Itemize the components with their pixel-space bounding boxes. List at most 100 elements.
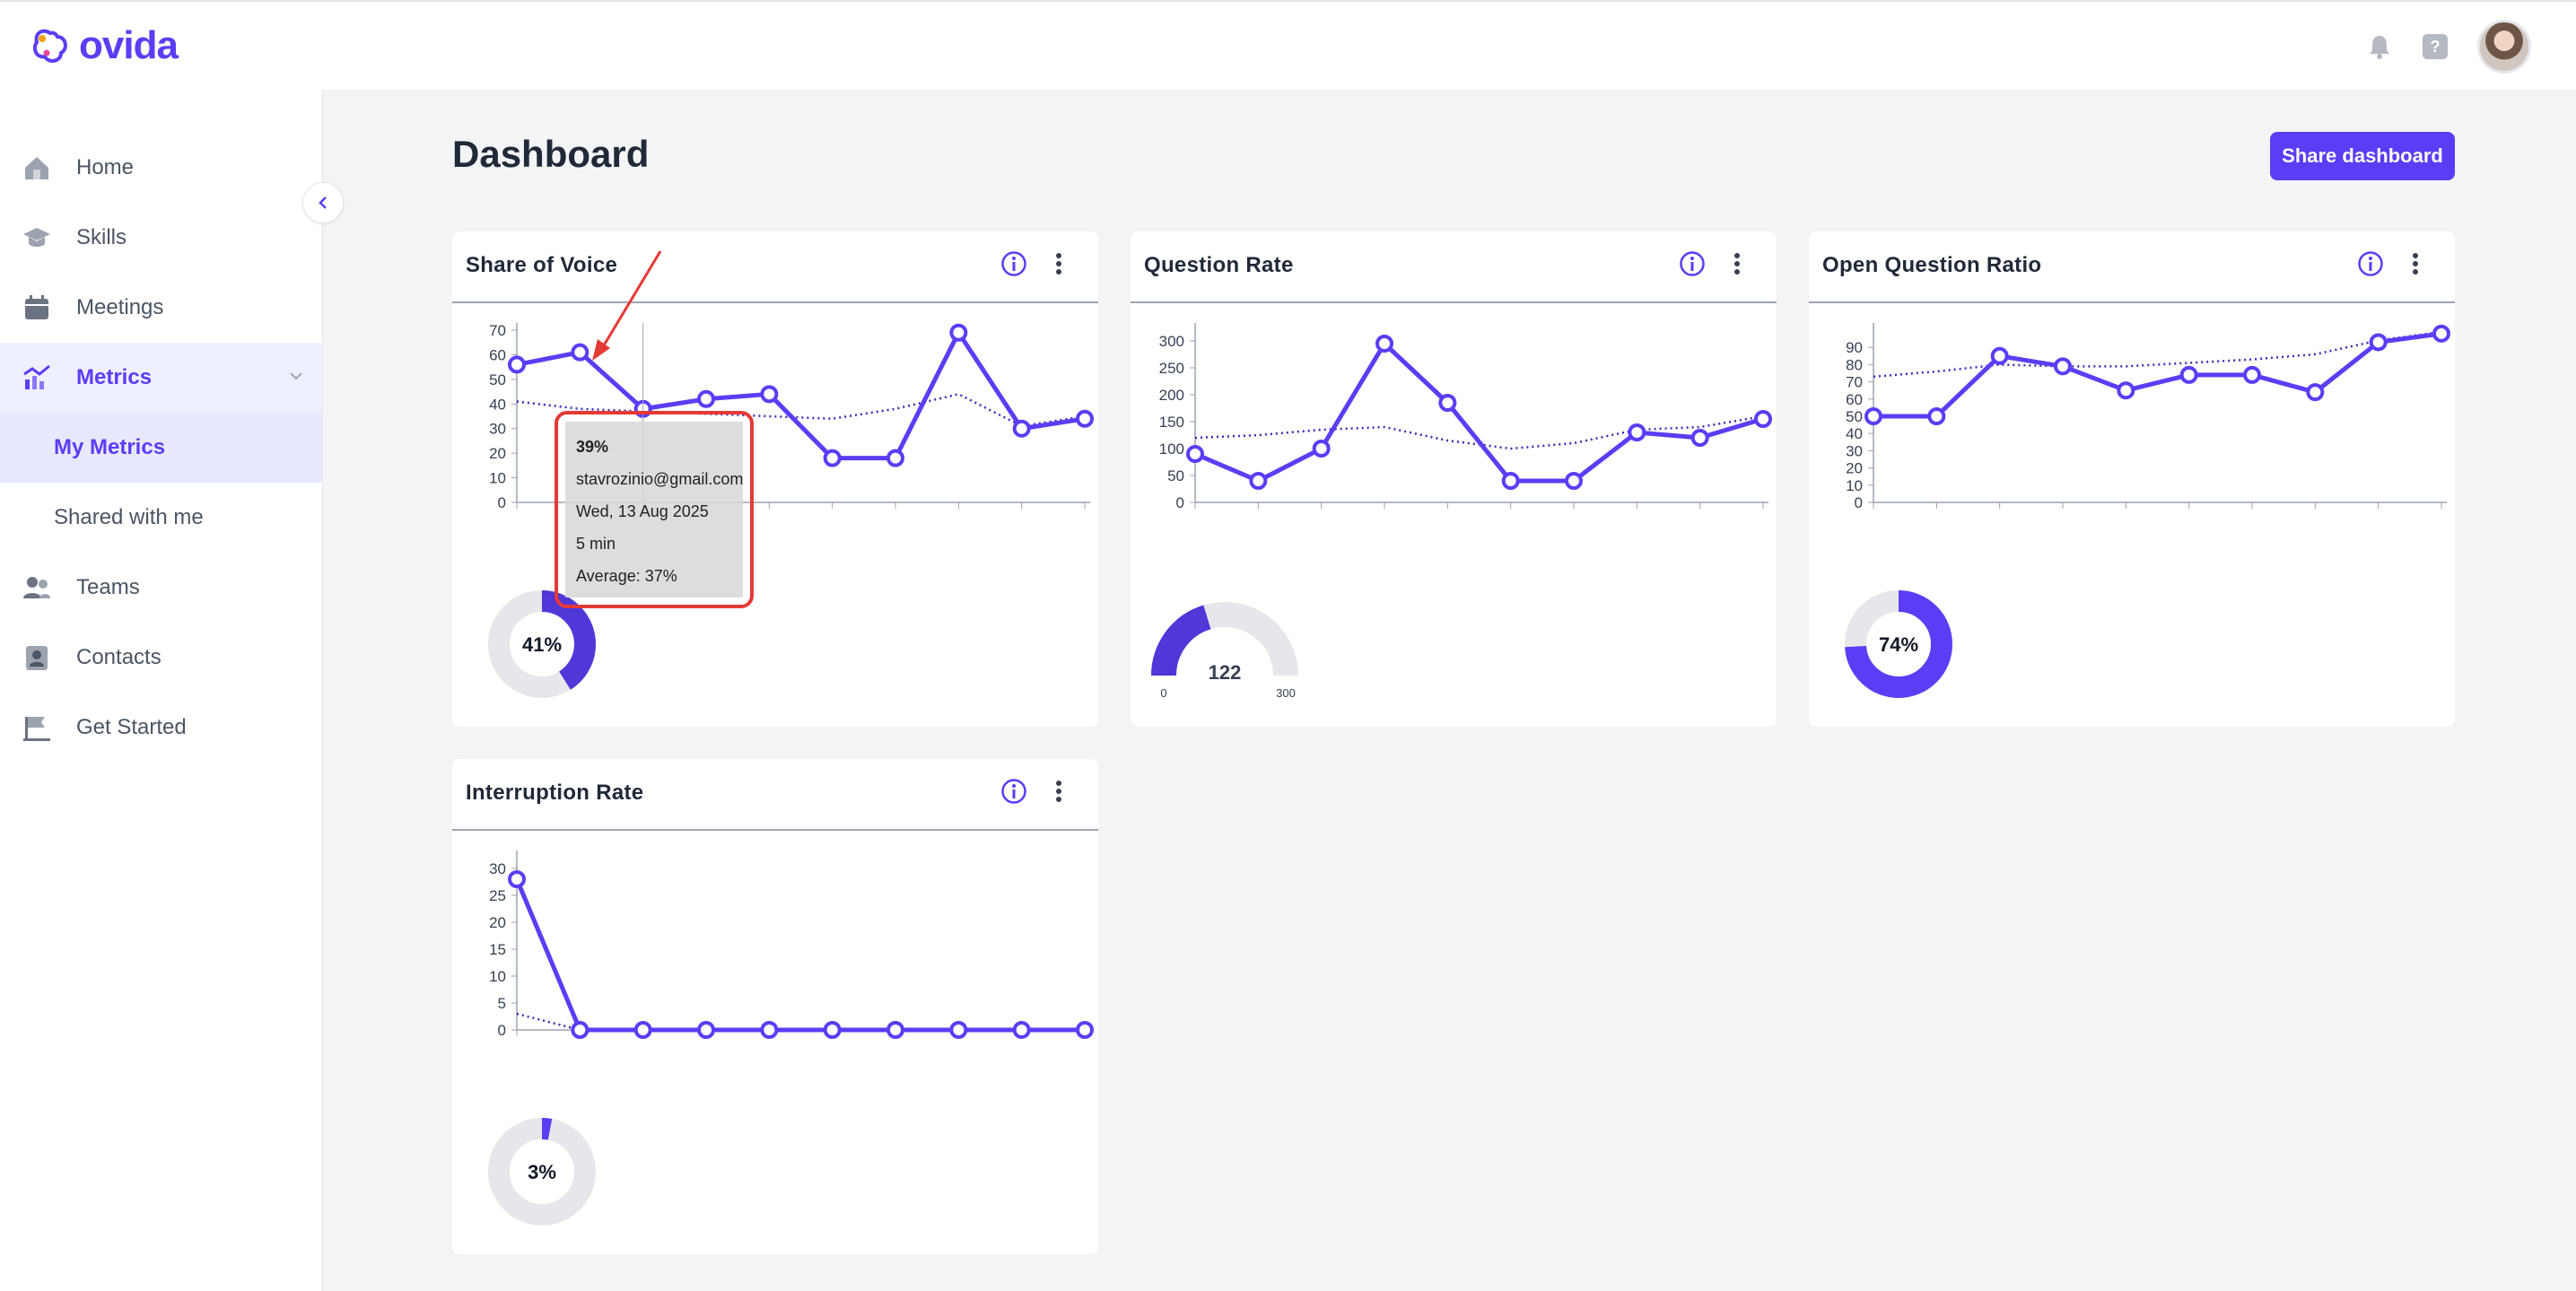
sidebar-item-meetings[interactable]: Meetings (0, 273, 322, 343)
app-name: ovida (79, 23, 179, 67)
donut-gauge: 74% (1845, 590, 1952, 698)
top-bar: ovida ? (0, 0, 2576, 90)
data-point (1076, 1021, 1094, 1039)
metric-card-question-rate: Question Rate 0 50 100 150 200 250 300 122 0 300 (1131, 231, 1777, 727)
data-point (886, 1021, 904, 1039)
gauge-value: 41% (522, 633, 562, 656)
tooltip-email: stavrozinio@gmail.com (576, 470, 744, 488)
more-options-icon[interactable] (1053, 249, 1064, 278)
sidebar-item-my-metrics[interactable]: My Metrics (0, 413, 322, 483)
y-tick-label: 0 (1176, 494, 1184, 511)
y-tick-label: 30 (489, 860, 506, 877)
sidebar-item-contacts[interactable]: Contacts (0, 623, 322, 693)
sidebar-item-shared-with-me[interactable]: Shared with me (0, 483, 322, 553)
data-point (571, 343, 589, 362)
y-tick-label: 100 (1159, 441, 1184, 458)
data-point (1076, 409, 1094, 428)
tooltip-value: 39% (576, 438, 609, 456)
y-tick-label: 250 (1159, 360, 1184, 377)
sidebar-item-skills[interactable]: Skills (0, 203, 322, 273)
info-icon[interactable] (2356, 249, 2385, 278)
sidebar-item-label: Contacts (76, 645, 162, 669)
y-tick-label: 300 (1159, 333, 1184, 350)
data-point (697, 1021, 715, 1039)
y-tick-label: 0 (1855, 494, 1863, 511)
card-header: Share of Voice (452, 231, 1098, 303)
sidebar-item-label: My Metrics (54, 435, 166, 459)
data-point (1864, 407, 1882, 425)
data-point (1754, 410, 1772, 428)
data-point (1690, 429, 1709, 447)
sidebar-item-label: Metrics (76, 365, 153, 389)
series-line (514, 878, 1085, 1033)
data-point (1312, 440, 1331, 458)
chart-tooltip: 39% stavrozinio@gmail.com Wed, 13 Aug 20… (565, 422, 743, 598)
sidebar-item-metrics[interactable]: Metrics (0, 343, 322, 413)
data-point (1375, 335, 1393, 353)
info-icon[interactable] (1000, 777, 1028, 806)
tooltip-duration: 5 min (576, 535, 616, 553)
y-tick-label: 80 (1846, 356, 1863, 373)
card-title: Question Rate (1144, 253, 1294, 277)
data-point (1501, 472, 1520, 490)
sidebar: Home Skills Meetings Metrics My Metrics … (0, 90, 323, 1291)
data-point (1628, 423, 1646, 441)
more-options-icon[interactable] (1053, 777, 1064, 806)
more-options-icon[interactable] (2410, 249, 2421, 278)
sidebar-collapse-button[interactable] (302, 182, 344, 223)
data-point (1565, 472, 1583, 490)
more-options-icon[interactable] (1732, 249, 1742, 278)
gauge-value: 122 (1209, 661, 1242, 684)
chart-line-icon (23, 364, 50, 389)
ovida-logo-icon (32, 29, 67, 63)
avatar[interactable] (2477, 20, 2531, 74)
logo[interactable]: ovida (31, 23, 179, 68)
data-point (1990, 346, 2009, 365)
y-tick-label: 10 (1846, 477, 1863, 494)
sidebar-item-label: Teams (76, 575, 140, 599)
sidebar-item-label: Meetings (76, 295, 164, 319)
y-tick-label: 150 (1159, 414, 1184, 431)
info-icon[interactable] (1000, 249, 1028, 278)
y-tick-label: 50 (1846, 408, 1863, 425)
line-chart[interactable]: 0 50 100 150 200 250 300 (1131, 303, 1777, 523)
bell-icon (2370, 36, 2389, 59)
sidebar-item-get-started[interactable]: Get Started (0, 693, 322, 763)
y-tick-label: 0 (498, 494, 506, 511)
line-chart[interactable]: 0 10 20 30 40 50 60 70 (452, 303, 1098, 523)
data-point (823, 1021, 842, 1039)
home-icon (25, 157, 48, 179)
help-icon: ? (2423, 34, 2448, 59)
y-tick-label: 10 (489, 470, 506, 487)
graduation-cap-icon (23, 228, 50, 247)
data-point (2117, 381, 2135, 400)
annotation-arrow (592, 250, 662, 361)
y-tick-label: 20 (489, 445, 506, 462)
y-tick-label: 50 (489, 371, 506, 388)
y-tick-label: 70 (489, 322, 506, 339)
y-tick-label: 40 (489, 396, 506, 413)
sidebar-item-teams[interactable]: Teams (0, 553, 322, 623)
sidebar-item-home[interactable]: Home (0, 133, 322, 203)
tooltip-date: Wed, 13 Aug 2025 (576, 502, 709, 520)
chart-tooltip-highlight: 39% stavrozinio@gmail.com Wed, 13 Aug 20… (554, 411, 754, 608)
share-dashboard-button[interactable]: Share dashboard (2270, 132, 2455, 180)
calendar-icon (25, 295, 48, 319)
flag-icon (23, 717, 50, 741)
info-icon[interactable] (1678, 249, 1707, 278)
line-chart[interactable]: 0 5 10 15 20 25 30 (452, 831, 1098, 1051)
y-tick-label: 30 (489, 421, 506, 438)
y-tick-label: 5 (498, 995, 506, 1012)
metric-card-interruption-rate: Interruption Rate 0 5 10 15 20 25 30 3% (452, 759, 1098, 1254)
notifications-button[interactable] (2366, 33, 2393, 60)
data-point (508, 870, 526, 888)
data-point (2369, 333, 2388, 352)
data-point (1927, 407, 1946, 425)
data-point (760, 1021, 779, 1039)
series-average-line (516, 392, 1086, 428)
help-button[interactable]: ? (2422, 33, 2449, 60)
data-point (1249, 472, 1268, 490)
metric-card-share-of-voice: Share of Voice 0 10 20 30 40 50 60 70 41% (452, 231, 1098, 727)
data-point (571, 1021, 589, 1039)
